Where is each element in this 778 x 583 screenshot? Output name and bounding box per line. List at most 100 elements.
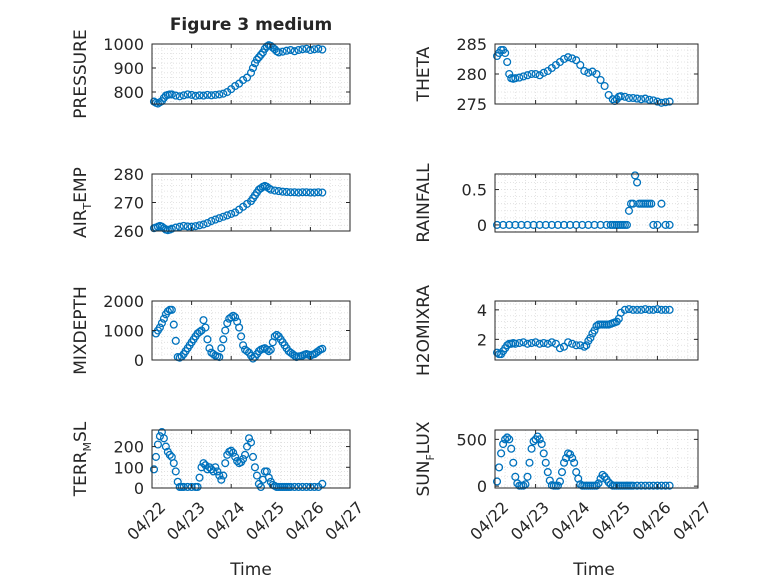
data-point <box>588 67 597 76</box>
data-point <box>492 220 502 229</box>
data-point <box>523 339 532 348</box>
data-point <box>492 477 502 486</box>
axes-frame <box>494 300 699 361</box>
data-point <box>578 220 587 229</box>
data-point <box>302 482 311 492</box>
data-point <box>229 311 238 320</box>
data-point <box>286 188 295 197</box>
data-point <box>266 345 275 354</box>
data-point <box>294 45 303 55</box>
data-point <box>505 435 514 444</box>
data-point <box>248 354 258 363</box>
data-point <box>262 345 271 354</box>
y-tick-label: 1000 <box>103 35 144 54</box>
data-point <box>169 459 178 468</box>
data-point <box>665 220 674 229</box>
data-point <box>519 72 528 81</box>
data-point <box>159 314 168 323</box>
data-point <box>637 95 646 104</box>
data-point <box>155 432 164 441</box>
data-point <box>242 73 252 82</box>
y-tick-label: 280 <box>113 165 144 184</box>
data-point <box>633 94 642 103</box>
data-point <box>246 438 256 447</box>
y-tick-label: 500 <box>456 430 487 449</box>
data-point <box>286 45 295 55</box>
data-point <box>620 92 629 101</box>
data-point <box>633 481 642 490</box>
data-point <box>171 91 180 100</box>
data-point <box>314 347 323 356</box>
data-point <box>535 71 544 80</box>
data-point <box>310 45 319 54</box>
y-tick-label: 275 <box>456 95 487 114</box>
data-point <box>159 434 168 443</box>
y-axis-label-h2omixra: H2OMIXRA <box>414 285 434 376</box>
data-point <box>657 199 666 208</box>
data-point <box>527 338 536 348</box>
subplot-air-temp: 260 270 280 AIRTEMP <box>71 165 351 241</box>
y-axis-label-pressure: PRESSURE <box>71 29 91 118</box>
subplot-pressure: 800 900 1000 PRESSURE <box>71 29 351 119</box>
data-point <box>239 75 248 85</box>
data-point <box>219 335 228 344</box>
data-point <box>217 344 226 353</box>
data-point <box>167 224 176 233</box>
data-point <box>213 467 222 476</box>
data-point <box>515 73 524 82</box>
data-point <box>274 48 283 57</box>
data-point <box>624 305 634 314</box>
data-point <box>294 482 303 492</box>
data-point <box>179 482 188 492</box>
x-axis-label-right: Time <box>572 560 615 580</box>
data-point <box>515 338 524 348</box>
y-tick-label: 0 <box>134 479 144 498</box>
data-point <box>290 351 299 360</box>
data-point <box>649 220 658 229</box>
data-point <box>272 330 281 339</box>
data-point <box>637 305 646 314</box>
data-point <box>495 463 504 472</box>
y-tick-label: 4 <box>477 301 487 320</box>
data-point <box>624 93 634 103</box>
data-point <box>661 220 670 229</box>
data-point <box>314 188 323 197</box>
data-point <box>254 53 263 62</box>
data-point <box>318 188 327 197</box>
data-point <box>604 90 613 100</box>
data-point <box>171 467 180 476</box>
data-point <box>641 481 650 490</box>
data-point <box>219 471 228 480</box>
y-tick-label: 260 <box>113 222 144 241</box>
data-point <box>576 341 585 350</box>
data-point <box>523 220 532 229</box>
data-point <box>199 316 208 325</box>
data-point <box>564 338 573 347</box>
data-point <box>535 339 544 348</box>
data-point <box>653 305 662 314</box>
data-point <box>568 454 577 463</box>
data-point <box>264 473 273 482</box>
data-point <box>633 305 642 314</box>
y-tick-label: 0 <box>134 351 144 370</box>
data-point <box>661 481 670 490</box>
data-point <box>537 439 546 449</box>
figure-title: Figure 3 medium <box>170 15 332 35</box>
data-point <box>525 458 534 467</box>
data-point <box>580 342 589 351</box>
data-point <box>596 75 605 85</box>
data-point <box>201 461 210 470</box>
data-point <box>207 91 216 100</box>
data-point <box>179 221 188 230</box>
y-tick-label: 200 <box>113 438 144 457</box>
data-point <box>223 211 232 220</box>
data-point <box>531 69 540 79</box>
data-point <box>559 342 569 351</box>
data-point <box>211 215 220 224</box>
data-point <box>584 220 593 229</box>
data-point <box>503 433 512 442</box>
data-point <box>169 320 178 329</box>
data-point <box>551 339 560 348</box>
data-point <box>157 319 166 328</box>
